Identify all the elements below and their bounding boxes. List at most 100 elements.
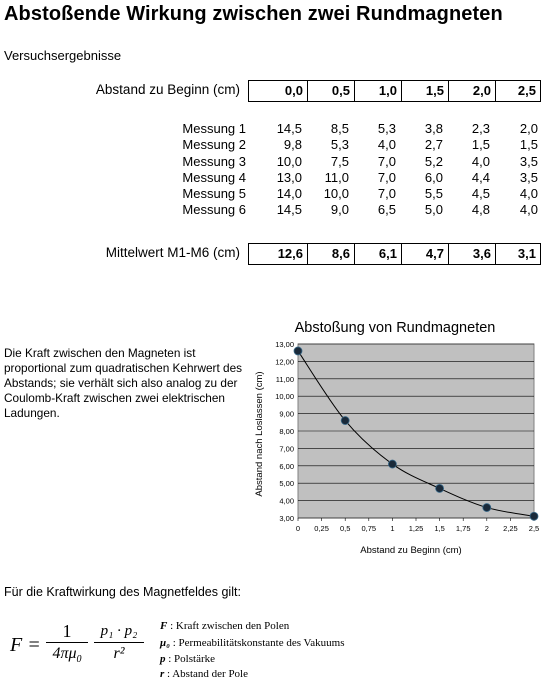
measurement-labels: Messung 1 Messung 2 Messung 3 Messung 4 …	[160, 121, 246, 219]
data-point	[482, 503, 492, 512]
repulsion-chart: Abstoßung von Rundmagneten 3,00 4,00 5,00 6…	[254, 320, 539, 556]
start-distance-row: 0,0 0,5 1,0 1,5 2,0 2,5	[248, 80, 541, 102]
mean-value-cell: 4,7	[402, 244, 449, 264]
measurement-value: 6,0	[424, 169, 443, 185]
data-point	[435, 484, 445, 493]
legend-item: p : Polstärke	[160, 653, 215, 665]
x-tick-label: 0,25	[314, 524, 329, 533]
legend-item: r : Abstand der Pole	[160, 668, 248, 680]
measurement-column: 14,5 9,8 10,0 13,0 14,0 14,5	[248, 121, 307, 219]
measurement-value: 7,0	[377, 169, 396, 185]
measurement-column: 2,3 1,5 4,0 4,4 4,5 4,8	[448, 121, 495, 219]
formula-coefficient: 1 4πμ0	[46, 620, 88, 671]
x-tick-label: 0	[296, 524, 300, 533]
formula-lhs: F =	[10, 634, 41, 656]
legend-item: μ₀ : Permeabilitätskonstante des Vakuums	[160, 637, 345, 649]
measurement-value: 5,3	[330, 137, 349, 153]
measurement-values: 14,5 9,8 10,0 13,0 14,0 14,5 8,5 5,3 7,5 11,0 10,0…	[248, 121, 540, 219]
x-tick-label: 2,5	[529, 524, 539, 533]
data-point	[387, 459, 397, 469]
measurement-value: 11,0	[324, 169, 349, 185]
measurement-column: 3,8 2,7 5,2 6,0 5,5 5,0	[401, 121, 448, 219]
start-value-cell: 1,5	[402, 81, 449, 101]
force-formula: F = 1 4πμ0 p₁ · p₂ r²	[10, 620, 160, 680]
coef-numerator: 1	[46, 620, 88, 643]
measurement-value: 7,0	[377, 186, 396, 202]
mean-value-cell: 3,1	[496, 244, 541, 264]
measurement-value: 8,5	[330, 121, 349, 136]
measurement-value: 5,0	[424, 202, 443, 218]
measurement-value: 5,2	[424, 153, 443, 169]
legend-item: F : Kraft zwischen den Polen	[160, 620, 289, 632]
mean-value-cell: 8,6	[308, 244, 355, 264]
measurement-label: Messung 4	[182, 169, 246, 185]
frac-numerator: p₁ · p₂	[94, 620, 144, 643]
y-tick-label: 3,00	[279, 514, 294, 523]
y-axis-label: Abstand nach Loslassen (cm)	[254, 371, 265, 496]
coef-den-sub: 0	[76, 654, 82, 666]
legend-symbol: F	[160, 620, 168, 632]
mean-label: Mittelwert M1-M6 (cm)	[105, 245, 240, 260]
y-tick-label: 6,00	[279, 462, 294, 471]
y-tick-label: 11,00	[276, 375, 294, 384]
start-distance-label: Abstand zu Beginn (cm)	[95, 82, 240, 97]
measurement-value: 5,5	[424, 186, 443, 202]
measurement-value: 4,4	[471, 169, 490, 185]
measurement-value: 4,0	[519, 186, 538, 202]
y-tick-label: 13,00	[275, 340, 294, 349]
measurement-value: 7,0	[377, 153, 396, 169]
legend-text: : Permeabilitätskonstante des Vakuums	[169, 637, 345, 649]
measurement-value: 10,0	[323, 186, 349, 202]
formula-intro: Für die Kraftwirkung des Magnetfeldes gi…	[4, 585, 241, 599]
measurement-value: 4,8	[471, 202, 490, 218]
y-tick-label: 4,00	[279, 497, 294, 506]
measurement-value: 1,5	[471, 137, 490, 153]
measurement-value: 4,0	[377, 137, 396, 153]
y-tick-label: 5,00	[279, 479, 294, 488]
measurement-value: 2,0	[519, 121, 538, 136]
measurement-value: 4,0	[471, 153, 490, 169]
measurement-label: Messung 2	[182, 137, 246, 153]
measurement-value: 10,0	[276, 153, 302, 169]
legend-text: : Polstärke	[165, 653, 215, 665]
x-tick-label: 1	[390, 524, 394, 533]
x-tick-label: 1,25	[409, 524, 424, 533]
x-axis-ticks: 0 0,25 0,5 0,75 1 1,25 1,5 1,75 2 2,25 2,5	[296, 518, 539, 533]
y-tick-label: 9,00	[279, 410, 294, 419]
measurement-value: 14,0	[276, 186, 302, 202]
measurement-label: Messung 1	[182, 121, 246, 136]
measurement-value: 1,5	[519, 137, 538, 153]
measurement-value: 6,5	[377, 202, 396, 218]
measurement-value: 3,5	[519, 153, 538, 169]
measurement-value: 13,0	[276, 169, 302, 185]
x-tick-label: 2	[485, 524, 489, 533]
measurement-value: 4,0	[519, 202, 538, 218]
start-value-cell: 2,0	[449, 81, 496, 101]
y-tick-label: 10,00	[275, 392, 294, 401]
measurement-label: Messung 3	[182, 153, 246, 169]
coef-den-text: 4πμ	[52, 645, 77, 662]
start-value-cell: 0,0	[249, 81, 308, 101]
coef-denominator: 4πμ0	[46, 643, 88, 671]
y-tick-label: 8,00	[279, 427, 294, 436]
data-point	[293, 346, 303, 356]
x-tick-label: 1,75	[456, 524, 471, 533]
description-text: Die Kraft zwischen den Magneten ist prop…	[4, 346, 243, 420]
measurement-column: 2,0 1,5 3,5 3,5 4,0 4,0	[495, 121, 540, 219]
page-title: Abstoßende Wirkung zwischen zwei Rundmag…	[4, 3, 503, 25]
frac-denominator: r²	[113, 645, 125, 662]
start-value-cell: 0,5	[308, 81, 355, 101]
measurement-value: 14,5	[276, 202, 302, 218]
data-point	[529, 511, 539, 521]
mean-value-cell: 3,6	[449, 244, 496, 264]
gridlines	[298, 343, 534, 519]
start-value-cell: 1,0	[355, 81, 402, 101]
measurement-value: 14,5	[276, 121, 302, 136]
x-axis-label: Abstand zu Beginn (cm)	[360, 545, 461, 556]
x-tick-label: 0,75	[361, 524, 376, 533]
x-tick-label: 1,5	[434, 524, 444, 533]
measurement-value: 7,5	[330, 153, 349, 169]
measurement-label: Messung 6	[182, 202, 246, 218]
measurement-value: 5,3	[377, 121, 396, 136]
start-value-cell: 2,5	[496, 81, 541, 101]
